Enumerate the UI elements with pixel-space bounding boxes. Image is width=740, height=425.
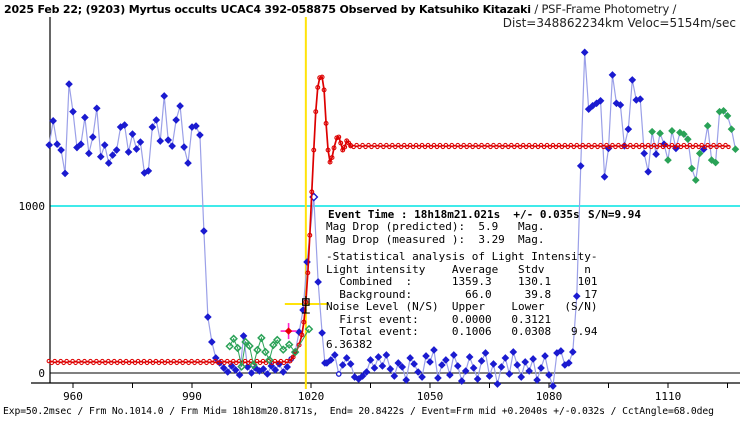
x-tick-label: 1110 bbox=[655, 390, 682, 403]
background-samples bbox=[225, 324, 314, 371]
title-subline: Dist=348862234km Veloc=5154m/sec bbox=[502, 16, 736, 30]
signal-noise-label: S/N=9.94 bbox=[588, 208, 641, 221]
x-tick-label: 990 bbox=[182, 390, 202, 403]
model-curve bbox=[46, 74, 731, 366]
x-tick-label: 960 bbox=[63, 390, 83, 403]
y-tick-label: 0 bbox=[38, 367, 45, 380]
x-tick-label: 1020 bbox=[298, 390, 325, 403]
axes: 960 990 1020 1050 1080 1110 1000 0 bbox=[19, 17, 740, 403]
statistics-block: -Statistical analysis of Light Intensity… bbox=[326, 250, 598, 351]
title-method: / PSF-Frame Photometry / bbox=[530, 2, 677, 16]
flagged-point-marker bbox=[280, 323, 297, 340]
x-tick-label: 1050 bbox=[417, 390, 444, 403]
page-title: 2025 Feb 22; (9203) Myrtus occults UCAC4… bbox=[4, 2, 676, 16]
frame-status-line: Exp=50.2msec / Frm No.1014.0 / Frm Mid= … bbox=[3, 406, 714, 417]
x-tick-label: 1080 bbox=[536, 390, 563, 403]
title-main: 2025 Feb 22; (9203) Myrtus occults UCAC4… bbox=[4, 3, 531, 16]
event-time-text: Event Time : 18h18m21.021s +/- 0.035s bbox=[328, 208, 580, 221]
y-tick-label: 1000 bbox=[19, 200, 46, 213]
mag-drop-block: Mag Drop (predicted): 5.9 Mag. Mag Drop … bbox=[326, 220, 545, 246]
event-point-marker bbox=[301, 296, 310, 314]
